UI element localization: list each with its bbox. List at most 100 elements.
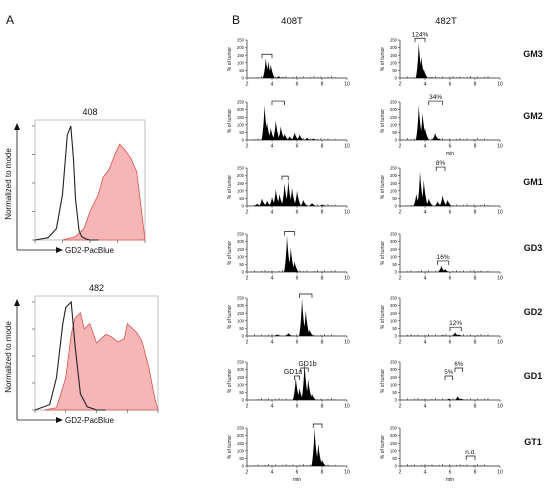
x-tick-label: 8 (321, 144, 324, 150)
panel-label-b: B (232, 13, 240, 27)
y-tick-label: 0 (242, 334, 245, 339)
y-tick-label: 150 (237, 247, 245, 252)
peak (267, 64, 275, 78)
percentage-label: n.d. (465, 449, 476, 456)
x-tick-label: 10 (497, 340, 503, 346)
y-tick-label: 200 (390, 45, 398, 50)
y-tick-label: 100 (390, 382, 398, 387)
x-tick-label: 10 (497, 404, 503, 410)
x-tick-label: 6 (449, 404, 452, 410)
x-tick-label: 6 (296, 144, 299, 150)
x-axis-label: min (446, 151, 454, 157)
panel-label-a: A (6, 13, 14, 27)
x-tick-label: 4 (424, 144, 427, 150)
peak (420, 180, 428, 206)
x-tick-label: 4 (271, 404, 274, 410)
x-tick-label: 4 (424, 340, 427, 346)
y-tick-label: 250 (390, 426, 398, 431)
peak (309, 393, 316, 400)
y-tick-label: 200 (390, 107, 398, 112)
y-tick-label: 250 (237, 296, 245, 301)
y-tick-label: 200 (390, 239, 398, 244)
y-tick-label: 50 (239, 390, 244, 395)
chromatogram-gd1-482t: 0 50 100 150 200 250 2 4 6 8 10 % of tumor 5%6% GD1 (380, 360, 542, 410)
y-tick-label: 150 (390, 311, 398, 316)
peak (311, 428, 319, 466)
peak (276, 193, 284, 206)
x-axis-label: min (293, 477, 301, 483)
x-tick-label: 8 (321, 404, 324, 410)
y-tick-label: 150 (390, 375, 398, 380)
y-tick-label: 200 (237, 433, 245, 438)
y-axis-label: % of tumor (227, 109, 233, 134)
peak (299, 298, 306, 336)
peak-bracket (465, 455, 476, 460)
y-tick-label: 0 (242, 270, 245, 275)
peak (302, 310, 310, 336)
y-axis-label: % of tumor (380, 435, 386, 460)
peak (310, 138, 318, 140)
y-axis-label: Normalized to mode (4, 321, 13, 393)
peak-bracket (428, 100, 443, 106)
peak (309, 202, 316, 206)
x-axis-arrow-head (56, 247, 63, 253)
y-tick-label: 100 (390, 448, 398, 453)
y-tick-label: 100 (237, 382, 245, 387)
bracket-label: 6% (454, 362, 463, 368)
peak (281, 133, 289, 140)
peak (272, 120, 280, 140)
y-tick-label: 50 (239, 196, 244, 201)
peak (442, 268, 449, 272)
x-tick-label: 6 (449, 276, 452, 282)
x-tick-label: 4 (271, 340, 274, 346)
y-tick-label: 150 (237, 375, 245, 380)
y-tick-label: 100 (237, 122, 245, 127)
peak (296, 134, 304, 140)
chromatogram-gm3-482t: 0 50 100 150 200 250 2 4 6 8 10 % of tumor 124% GM3 (380, 31, 543, 87)
peak-bracket (414, 37, 426, 43)
row-label-gm2: GM2 (523, 111, 543, 121)
x-tick-label: 8 (474, 340, 477, 346)
column-header-482t: 482T (435, 16, 457, 27)
peak (319, 459, 326, 466)
y-tick-label: 0 (395, 76, 398, 81)
y-axis-label: % of tumor (380, 305, 386, 330)
x-tick-label: 8 (474, 144, 477, 150)
peak (286, 136, 294, 140)
y-tick-label: 250 (390, 166, 398, 171)
x-tick-label: 2 (246, 276, 249, 282)
y-tick-label: 200 (237, 45, 245, 50)
y-axis-arrow-head (14, 299, 20, 306)
peak (417, 171, 424, 206)
peak (415, 105, 423, 140)
x-tick-label: 4 (271, 82, 274, 88)
row-label-gd1: GD1 (524, 371, 543, 381)
x-tick-label: 6 (449, 82, 452, 88)
y-tick-label: 100 (237, 448, 245, 453)
y-tick-label: 200 (390, 367, 398, 372)
row-label-gd3: GD3 (524, 243, 543, 253)
y-tick-label: 0 (395, 204, 398, 209)
peak (438, 265, 446, 272)
y-tick-label: 150 (390, 181, 398, 186)
peak (291, 132, 299, 140)
y-tick-label: 0 (395, 138, 398, 143)
x-tick-label: 10 (497, 276, 503, 282)
y-tick-label: 250 (390, 38, 398, 43)
x-tick-label: 10 (344, 210, 350, 216)
x-tick-label: 10 (497, 144, 503, 150)
y-tick-label: 150 (237, 115, 245, 120)
y-tick-label: 250 (237, 232, 245, 237)
x-tick-label: 6 (296, 340, 299, 346)
y-tick-label: 50 (392, 456, 397, 461)
peak (291, 261, 299, 272)
chromatogram-gd2-482t: 0 50 100 150 200 250 2 4 6 8 10 % of tumor 12% GD2 (380, 296, 542, 346)
histogram-482: 482 Normalized to mode GD2-PacBlue (4, 283, 159, 425)
y-tick-label: 150 (237, 53, 245, 58)
chromatogram-gm2-408t: 0 50 100 150 200 250 2 4 6 8 10 % of tumor (227, 100, 350, 150)
peak-bracket (299, 293, 313, 298)
chromatogram-gt1-408t: 0 50 100 150 200 250 2 4 6 8 10 % of tumor min (227, 423, 350, 483)
x-tick-label: 8 (474, 210, 477, 216)
y-tick-label: 200 (390, 303, 398, 308)
y-axis-label: % of tumor (227, 175, 233, 200)
